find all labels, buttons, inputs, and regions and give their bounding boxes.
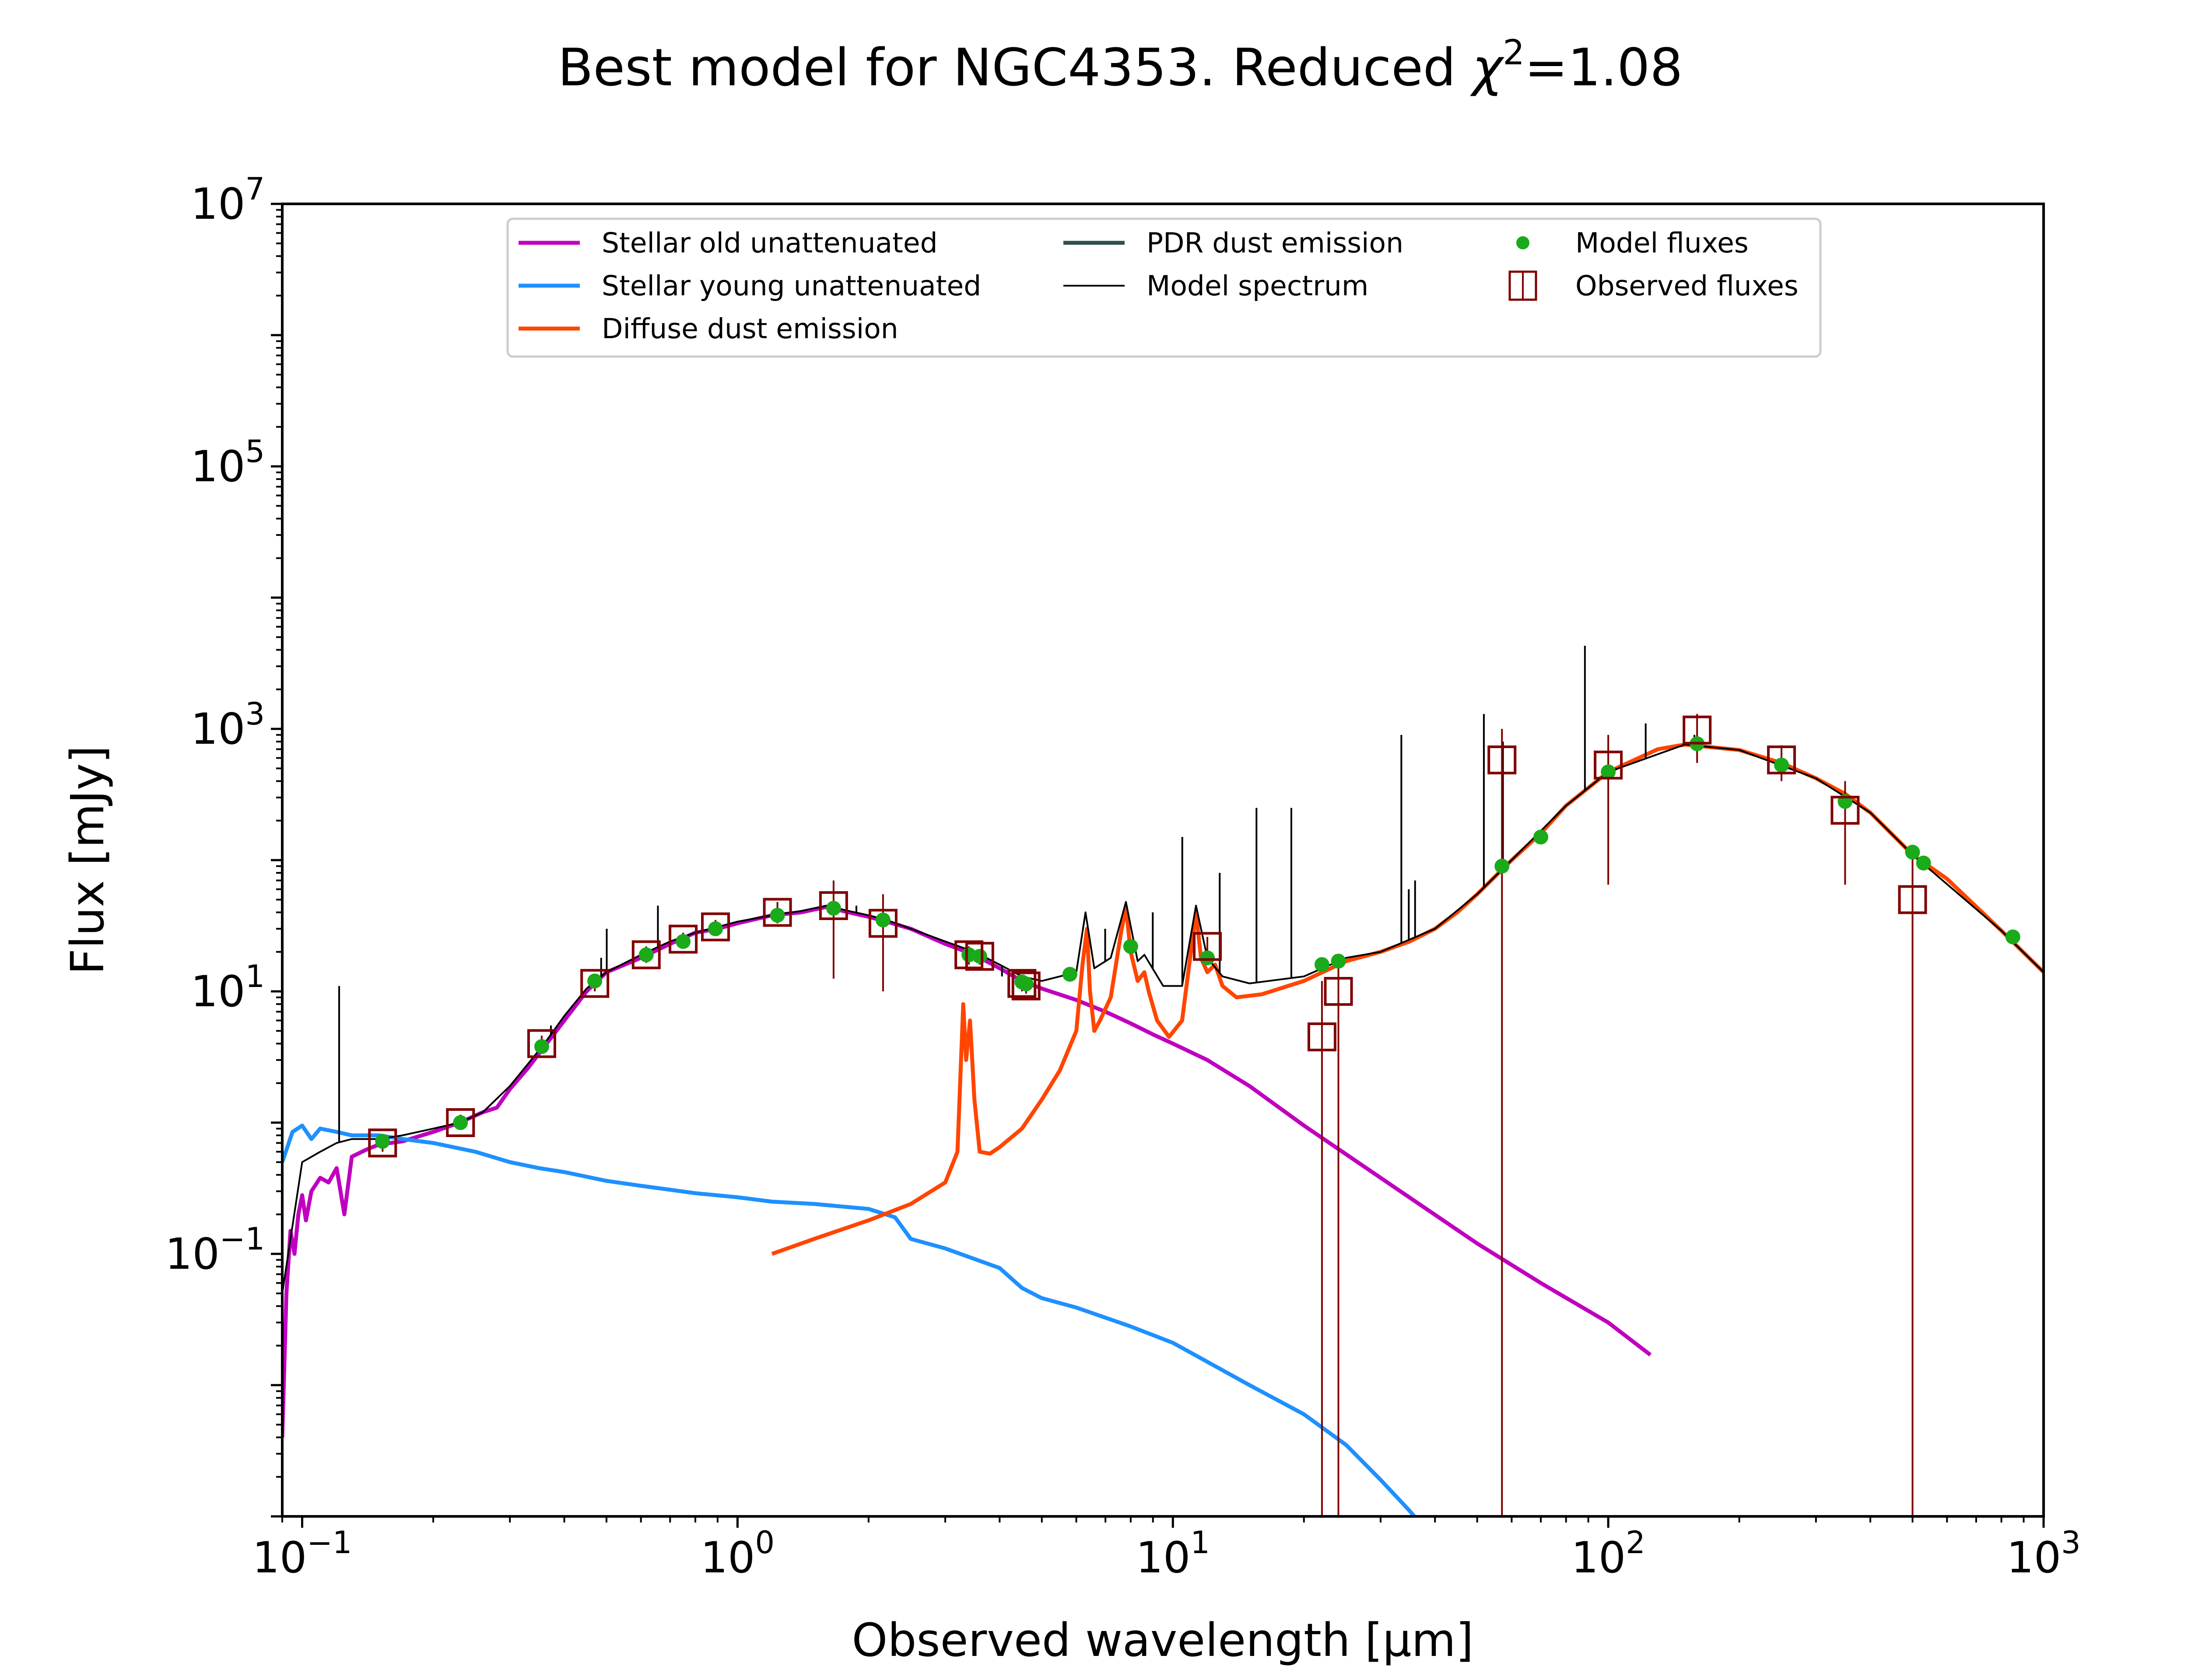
legend-swatch-dot	[1516, 236, 1529, 249]
model-flux-point	[587, 973, 603, 989]
legend: Stellar old unattenuated Stellar young un…	[506, 217, 1822, 358]
model-flux-point	[1200, 950, 1215, 966]
chart-title: Best model for NGC4353. Reduced χ2=1.08	[558, 33, 1683, 98]
model-flux-point	[1494, 858, 1510, 874]
observed-flux-marker	[1898, 885, 1927, 914]
legend-entry-stellar-old-unattenuated: Stellar old unattenuated	[519, 227, 938, 259]
model-flux-point	[2005, 929, 2020, 945]
model-flux-point	[676, 934, 691, 949]
x-tick-label: 103	[2006, 1525, 2080, 1583]
model-flux-point	[1314, 957, 1329, 972]
x-axis-label: Observed wavelength [μm]	[852, 1614, 1474, 1667]
model-flux-point	[1123, 939, 1138, 954]
y-tick-label: 101	[191, 959, 265, 1017]
model-fluxes-layer	[375, 736, 2020, 1149]
legend-entry-observed-fluxes: Observed fluxes	[1508, 270, 1799, 302]
legend-label: Model fluxes	[1575, 227, 1749, 259]
observed-flux-marker	[446, 1108, 475, 1137]
observed-flux-marker	[669, 924, 698, 954]
model-flux-point	[1062, 966, 1077, 982]
observed-flux-marker	[1767, 745, 1796, 774]
model-flux-point	[972, 948, 987, 964]
model-flux-point	[708, 921, 723, 936]
observed-flux-marker	[763, 898, 792, 927]
model-flux-point	[1533, 830, 1549, 845]
model-flux-point	[534, 1039, 549, 1054]
legend-label: Stellar young unattenuated	[602, 270, 981, 302]
observed-flux-marker	[1487, 745, 1517, 774]
model-flux-point	[1331, 953, 1346, 969]
axis-ticks: 10−1 100 101 102 103 10−1 101 103 105 107	[165, 171, 2081, 1583]
legend-label: PDR dust emission	[1147, 227, 1403, 259]
legend-entry-pdr-dust-emission: PDR dust emission	[1063, 227, 1403, 259]
legend-box	[506, 217, 1822, 358]
observed-flux-marker	[631, 940, 661, 970]
plot-area	[282, 645, 2044, 1516]
model-flux-point	[1018, 976, 1034, 991]
series-diffuse-dust-emission	[771, 742, 2044, 1256]
observed-flux-marker	[954, 940, 984, 970]
x-tick-label: 101	[1136, 1525, 1210, 1583]
emission-lines-layer	[338, 645, 1695, 1142]
observed-flux-marker	[527, 1029, 556, 1058]
y-tick-label: 107	[191, 171, 265, 229]
x-tick-label: 10−1	[252, 1525, 352, 1583]
x-tick-label: 100	[701, 1525, 775, 1583]
observed-flux-marker	[580, 969, 610, 998]
observed-flux-marker	[368, 1128, 397, 1158]
observed-flux-marker	[1324, 977, 1353, 1006]
legend-entry-stellar-young-unattenuated: Stellar young unattenuated	[519, 270, 981, 302]
y-tick-label: 103	[191, 696, 265, 754]
model-flux-point	[1916, 855, 1931, 871]
model-flux-point	[826, 900, 841, 916]
observed-fluxes-layer	[368, 715, 1927, 1158]
model-flux-point	[1905, 844, 1920, 860]
legend-entry-model-fluxes: Model fluxes	[1516, 227, 1749, 259]
observed-flux-marker	[868, 909, 898, 938]
model-flux-point	[453, 1115, 468, 1130]
model-flux-point	[1774, 757, 1789, 773]
observed-flux-marker	[1307, 1022, 1336, 1052]
observed-flux-marker	[1594, 750, 1623, 780]
observed-flux-marker	[819, 891, 848, 920]
observed-flux-marker	[1007, 969, 1037, 998]
series-model-spectrum	[282, 743, 2044, 1294]
y-tick-label: 105	[191, 434, 265, 492]
model-flux-point	[770, 908, 785, 923]
series-stellar-young-unattenuated	[282, 1124, 1417, 1516]
legend-label: Model spectrum	[1147, 270, 1368, 302]
observed-flux-marker	[965, 942, 994, 971]
legend-label: Stellar old unattenuated	[602, 227, 938, 259]
legend-label: Diffuse dust emission	[602, 313, 898, 345]
legend-label: Observed fluxes	[1575, 270, 1799, 302]
x-tick-label: 102	[1571, 1525, 1645, 1583]
y-tick-label: 10−1	[165, 1221, 265, 1279]
model-flux-point	[1601, 764, 1616, 780]
observed-flux-marker	[1683, 715, 1712, 745]
observed-flux-marker	[701, 912, 730, 942]
legend-entry-model-spectrum: Model spectrum	[1063, 270, 1368, 302]
observed-flux-marker	[1011, 971, 1041, 1001]
y-axis-label: Flux [mJy]	[61, 746, 114, 975]
observed-flux-marker	[1830, 795, 1860, 825]
observed-flux-marker	[1193, 932, 1222, 961]
model-flux-point	[638, 947, 654, 962]
legend-entry-diffuse-dust-emission: Diffuse dust emission	[519, 313, 898, 345]
model-flux-point	[875, 912, 891, 928]
model-flux-point	[375, 1134, 390, 1149]
